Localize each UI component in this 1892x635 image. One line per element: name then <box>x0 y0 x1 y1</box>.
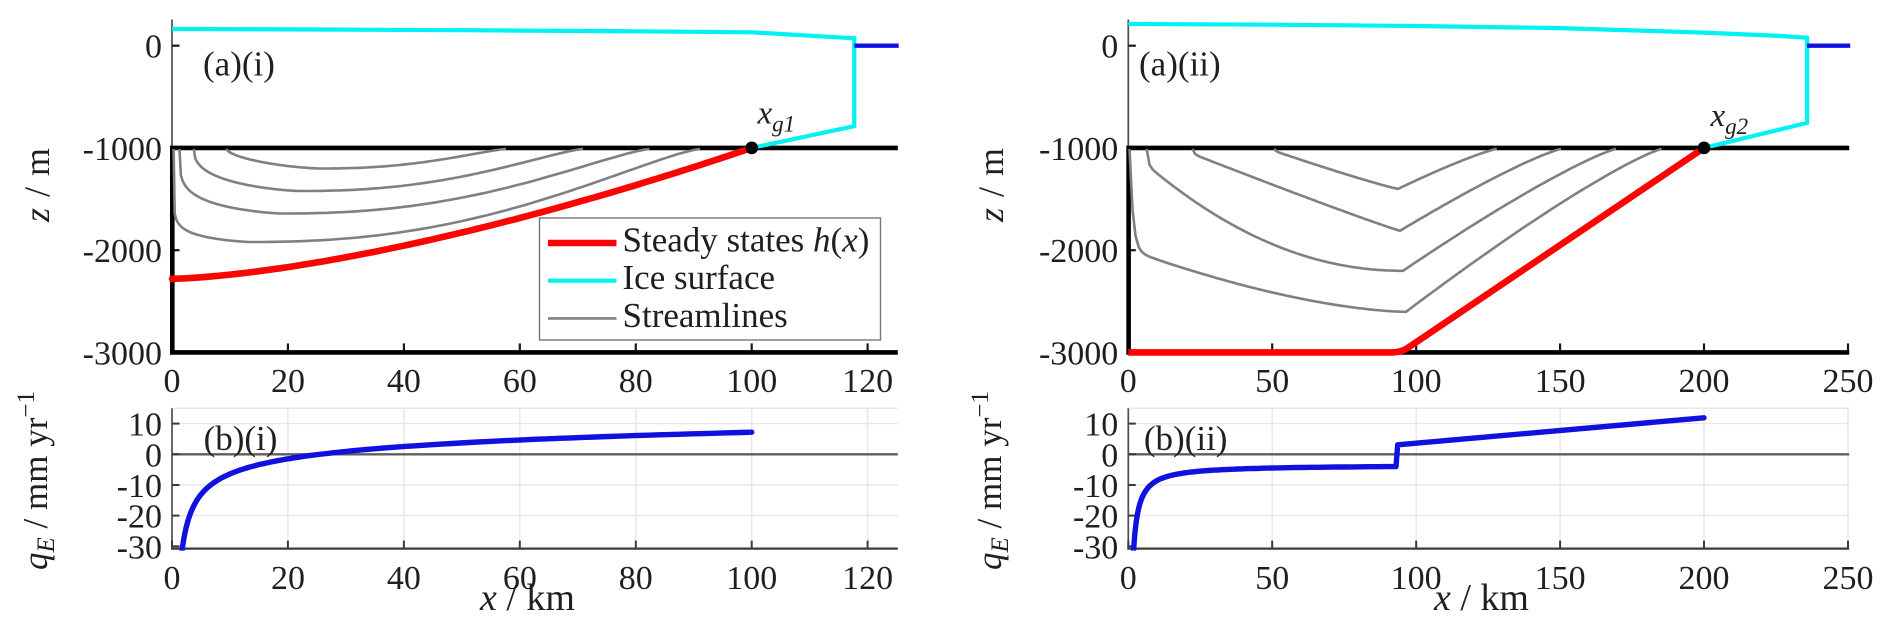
svg-text:100: 100 <box>1391 363 1442 400</box>
svg-text:xg1: xg1 <box>757 96 796 137</box>
svg-text:40: 40 <box>387 363 421 400</box>
svg-text:100: 100 <box>1391 560 1442 597</box>
svg-text:Ice surface: Ice surface <box>623 258 776 297</box>
svg-text:(b)(i): (b)(i) <box>204 419 278 458</box>
svg-text:20: 20 <box>271 363 305 400</box>
svg-text:80: 80 <box>619 363 653 400</box>
svg-text:100: 100 <box>726 560 777 597</box>
svg-text:z / m: z / m <box>17 147 57 223</box>
svg-text:-20: -20 <box>1073 499 1118 536</box>
svg-text:-1000: -1000 <box>1039 131 1118 168</box>
svg-text:200: 200 <box>1679 363 1730 400</box>
svg-text:0: 0 <box>1101 29 1118 66</box>
svg-text:50: 50 <box>1255 560 1289 597</box>
svg-text:60: 60 <box>503 560 537 597</box>
svg-text:(a)(ii): (a)(ii) <box>1139 45 1221 84</box>
svg-text:120: 120 <box>842 560 893 597</box>
svg-text:Steady states h(x): Steady states h(x) <box>623 221 870 260</box>
svg-text:-2000: -2000 <box>83 233 162 270</box>
svg-text:50: 50 <box>1255 363 1289 400</box>
svg-text:40: 40 <box>387 560 421 597</box>
svg-text:x / km: x / km <box>479 577 575 619</box>
svg-text:20: 20 <box>271 560 305 597</box>
svg-text:-30: -30 <box>1073 529 1118 566</box>
svg-text:0: 0 <box>164 560 181 597</box>
svg-text:100: 100 <box>726 363 777 400</box>
svg-text:-2000: -2000 <box>1039 233 1118 270</box>
svg-text:-20: -20 <box>117 499 162 536</box>
svg-text:-10: -10 <box>1073 468 1118 505</box>
svg-text:0: 0 <box>1120 560 1137 597</box>
svg-text:0: 0 <box>1120 363 1137 400</box>
svg-text:10: 10 <box>1084 407 1118 444</box>
svg-text:-30: -30 <box>117 529 162 566</box>
svg-text:0: 0 <box>164 363 181 400</box>
svg-text:-1000: -1000 <box>83 131 162 168</box>
svg-text:60: 60 <box>503 363 537 400</box>
svg-text:150: 150 <box>1535 560 1586 597</box>
svg-text:Streamlines: Streamlines <box>623 296 788 335</box>
svg-text:(b)(ii): (b)(ii) <box>1144 419 1228 458</box>
svg-text:-3000: -3000 <box>1039 335 1118 372</box>
svg-text:120: 120 <box>842 363 893 400</box>
svg-text:250: 250 <box>1822 560 1873 597</box>
svg-text:0: 0 <box>1101 437 1118 474</box>
svg-text:(a)(i): (a)(i) <box>203 45 275 84</box>
svg-text:0: 0 <box>145 29 162 66</box>
svg-text:xg2: xg2 <box>1710 98 1749 139</box>
svg-text:qE / mm yr−1: qE / mm yr−1 <box>13 391 60 570</box>
svg-text:10: 10 <box>128 407 162 444</box>
svg-text:200: 200 <box>1679 560 1730 597</box>
svg-text:x / km: x / km <box>1433 577 1529 619</box>
svg-text:-10: -10 <box>117 468 162 505</box>
svg-text:z / m: z / m <box>971 147 1011 223</box>
svg-text:-3000: -3000 <box>83 335 162 372</box>
svg-text:0: 0 <box>145 437 162 474</box>
svg-text:80: 80 <box>619 560 653 597</box>
svg-text:250: 250 <box>1822 363 1873 400</box>
svg-text:150: 150 <box>1535 363 1586 400</box>
svg-text:qE / mm yr−1: qE / mm yr−1 <box>967 391 1014 570</box>
